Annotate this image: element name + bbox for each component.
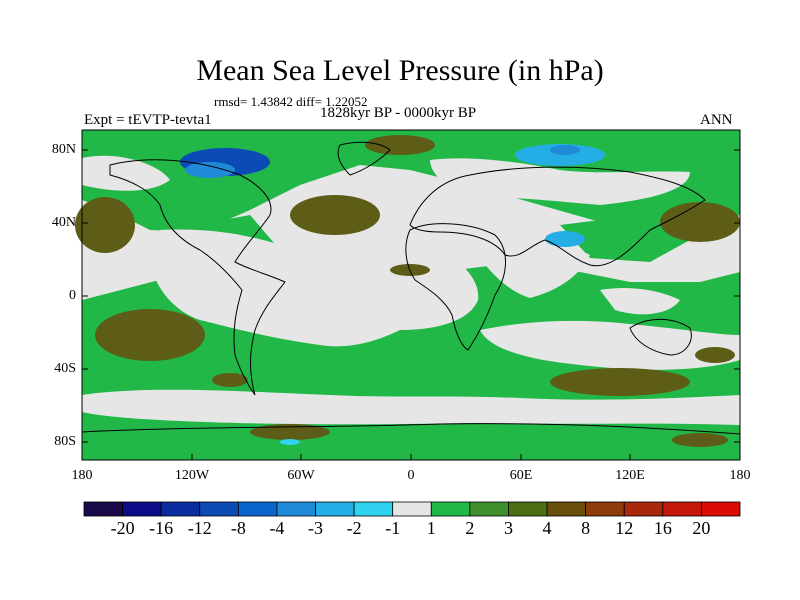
colorbar-label: -2 (346, 518, 362, 538)
colorbar-label: 3 (503, 518, 513, 538)
colorbar-swatch (237, 501, 278, 517)
colorbar-label: -1 (385, 518, 401, 538)
lon-label-0: 0 (407, 468, 415, 483)
period-label: 1828kyr BP - 0000kyr BP (320, 105, 477, 121)
colorbar-label: 8 (581, 518, 591, 538)
colorbar-swatch (315, 501, 355, 517)
lat-label-40n: 40N (51, 215, 76, 230)
colorbar-swatch (276, 501, 316, 517)
colorbar-label: -20 (110, 518, 135, 538)
neutral-regions (82, 155, 740, 425)
lon-label-180w: 180 (71, 468, 93, 483)
map-title: Mean Sea Level Pressure (in hPa) (196, 54, 604, 87)
colorbar-swatch (392, 501, 432, 517)
colorbar-label: -8 (230, 518, 246, 538)
colorbar-swatch (430, 501, 471, 517)
axis-ticks (82, 149, 740, 460)
colorbar-swatch (701, 501, 741, 517)
colorbar-swatch (662, 501, 702, 517)
lat-label-40s: 40S (54, 361, 76, 376)
colorbar-label: 16 (653, 518, 672, 538)
colorbar-label: -12 (187, 518, 212, 538)
season-label: ANN (700, 112, 733, 128)
coastlines (81, 141, 741, 435)
colorbar-swatch (122, 501, 162, 517)
lon-label-120w: 120W (174, 468, 210, 483)
colorbar-swatch (160, 501, 201, 517)
anomaly-fields (75, 130, 740, 460)
colorbar-label: 2 (465, 518, 475, 538)
lon-label-60w: 60W (287, 468, 315, 483)
colorbar-label: 4 (542, 518, 552, 538)
colorbar-swatch (83, 501, 123, 517)
colorbar-label: 20 (692, 518, 711, 538)
stats-text: rmsd= 1.43842 diff= 1.22052 (214, 94, 368, 109)
lon-label-180e: 180 (729, 468, 751, 483)
colorbar (83, 501, 741, 517)
lon-label-60e: 60E (509, 468, 533, 483)
colorbar-label: -16 (149, 518, 174, 538)
colorbar-label: -4 (269, 518, 285, 538)
colorbar-swatch (546, 501, 587, 517)
negative-anomaly-regions (180, 144, 605, 445)
experiment-label: Expt = tEVTP-tevta1 (84, 112, 212, 128)
colorbar-swatch (469, 501, 509, 517)
colorbar-swatch (508, 501, 548, 517)
colorbar-label: 1 (426, 518, 436, 538)
colorbar-label: -3 (308, 518, 324, 538)
colorbar-swatch (585, 501, 625, 517)
colorbar-swatch (199, 501, 239, 517)
lat-label-0: 0 (69, 288, 76, 303)
lat-label-80s: 80S (54, 434, 76, 449)
colorbar-label: 12 (615, 518, 634, 538)
colorbar-swatch (353, 501, 394, 517)
lat-label-80n: 80N (51, 142, 76, 157)
colorbar-swatch (623, 501, 664, 517)
lon-label-120e: 120E (615, 468, 645, 483)
